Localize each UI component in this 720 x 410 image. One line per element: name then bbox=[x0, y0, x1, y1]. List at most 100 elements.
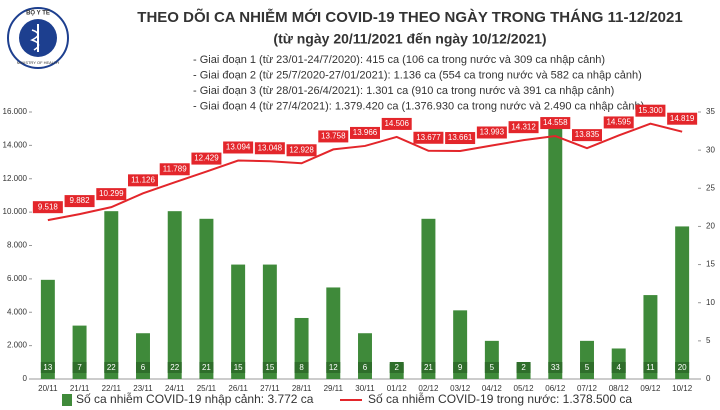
y2-tick-label: 0 bbox=[706, 374, 711, 383]
y2-tick-label: 5 bbox=[706, 336, 711, 345]
x-tick-label: 09/12 bbox=[640, 384, 661, 393]
y2-tick-label: 10 bbox=[706, 298, 715, 307]
value-label-box bbox=[64, 195, 95, 208]
y2-tick-label: 30 bbox=[706, 145, 715, 154]
legend-label: Số ca nhiễm COVID-19 nhập cảnh: 3.772 ca bbox=[76, 391, 314, 406]
logo-bottom: MINISTRY OF HEALTH bbox=[17, 60, 59, 65]
x-tick-label: 30/11 bbox=[355, 384, 375, 393]
line bbox=[47, 122, 683, 222]
value-label-box bbox=[572, 129, 602, 142]
bar-label: 20 bbox=[678, 363, 687, 372]
annotation: - Giai đoạn 2 (từ 25/7/2020-27/01/2021):… bbox=[193, 69, 642, 81]
y-tick-label: 0 bbox=[23, 374, 28, 383]
bar-label-box bbox=[611, 362, 626, 373]
y-tick-label: 2.000 bbox=[7, 341, 28, 350]
value-label-box bbox=[191, 152, 222, 165]
legend-swatch bbox=[62, 394, 72, 406]
x-tick-label: 03/12 bbox=[450, 384, 471, 393]
logo-snake bbox=[30, 29, 40, 51]
x-tick-label: 01/12 bbox=[387, 384, 408, 393]
bar-label-box bbox=[72, 362, 87, 373]
value-label-box bbox=[445, 132, 476, 145]
value-label: 14.819 bbox=[670, 114, 695, 123]
value-label: 15.300 bbox=[638, 106, 663, 115]
bar-label-box bbox=[262, 362, 277, 373]
value-label-box bbox=[223, 141, 254, 154]
bar-label: 2 bbox=[521, 363, 526, 372]
bar bbox=[167, 211, 182, 379]
x-tick-label: 23/11 bbox=[133, 384, 153, 393]
x-tick-label: 22/11 bbox=[102, 384, 122, 393]
bar-label-box bbox=[199, 362, 214, 373]
logo: BỘ Y TẾ MINISTRY OF HEALTH bbox=[7, 7, 69, 69]
y-tick-label: 14.000 bbox=[3, 140, 28, 149]
value-label: 13.835 bbox=[575, 130, 600, 139]
value-label: 9.518 bbox=[38, 202, 59, 211]
bar bbox=[453, 310, 468, 379]
bar-label: 8 bbox=[299, 363, 304, 372]
bar-label: 11 bbox=[646, 363, 655, 372]
bar-label-box bbox=[643, 362, 658, 373]
value-label: 14.312 bbox=[511, 122, 536, 131]
bar-label: 6 bbox=[363, 363, 368, 372]
bar-label-box bbox=[453, 362, 468, 373]
bar bbox=[580, 340, 594, 379]
legend-label: Số ca nhiễm COVID-19 trong nước: 1.378.5… bbox=[368, 391, 632, 406]
value-label-box bbox=[603, 116, 634, 129]
bar bbox=[643, 295, 658, 379]
x-tick-label: 25/11 bbox=[197, 384, 217, 393]
bar bbox=[421, 218, 436, 379]
value-label-box bbox=[254, 142, 285, 155]
value-label: 13.966 bbox=[353, 128, 378, 137]
x-tick-label: 05/12 bbox=[514, 384, 535, 393]
value-label-box bbox=[350, 126, 380, 139]
x-tick-label: 28/11 bbox=[292, 384, 312, 393]
value-label: 14.506 bbox=[384, 119, 409, 128]
bar-label: 7 bbox=[77, 363, 82, 372]
x-tick-label: 21/11 bbox=[70, 384, 90, 393]
bar bbox=[40, 279, 55, 379]
bar-label-box bbox=[326, 362, 341, 373]
bar-label: 2 bbox=[394, 363, 399, 372]
bar bbox=[262, 264, 277, 379]
value-label-box bbox=[508, 121, 539, 134]
bar bbox=[548, 127, 563, 379]
bar-label-box bbox=[580, 362, 594, 373]
x-tick-label: 06/12 bbox=[545, 384, 566, 393]
bar-label-box bbox=[231, 362, 246, 373]
value-label-box bbox=[159, 163, 190, 176]
x-tick-label: 24/11 bbox=[165, 384, 185, 393]
value-label: 13.661 bbox=[448, 133, 473, 142]
bar-label-box bbox=[389, 362, 404, 373]
value-label: 13.758 bbox=[321, 132, 346, 141]
annotation: - Giai đoạn 3 (từ 28/01-26/4/2021): 1.30… bbox=[193, 85, 614, 97]
y-tick-label: 16.000 bbox=[3, 107, 28, 116]
value-label: 13.048 bbox=[258, 143, 283, 152]
annotation: - Giai đoạn 4 (từ 27/4/2021): 1.379.420 … bbox=[193, 100, 644, 112]
bar-label: 21 bbox=[424, 363, 433, 372]
bar-label: 22 bbox=[170, 363, 179, 372]
y-tick-label: 4.000 bbox=[7, 307, 28, 316]
bar bbox=[484, 340, 499, 379]
bar-label: 9 bbox=[458, 363, 463, 372]
bar bbox=[675, 226, 690, 379]
bar bbox=[104, 211, 119, 379]
bar bbox=[231, 264, 246, 379]
x-tick-label: 27/11 bbox=[260, 384, 280, 393]
value-label: 9.882 bbox=[70, 196, 91, 205]
x-tick-label: 20/11 bbox=[38, 384, 58, 393]
bar-label: 15 bbox=[265, 363, 274, 372]
x-tick-label: 07/12 bbox=[577, 384, 598, 393]
value-label-box bbox=[667, 112, 698, 125]
value-label: 14.558 bbox=[543, 118, 568, 127]
y2-tick-label: 15 bbox=[706, 260, 715, 269]
bar bbox=[326, 287, 341, 379]
x-tick-label: 10/12 bbox=[672, 384, 693, 393]
value-label: 14.595 bbox=[606, 118, 631, 127]
value-label-box bbox=[540, 117, 571, 130]
bar-label: 6 bbox=[141, 363, 146, 372]
chart-subtitle: (từ ngày 20/11/2021 đến ngày 10/12/2021) bbox=[273, 31, 546, 47]
x-tick-label: 02/12 bbox=[418, 384, 439, 393]
y-tick-label: 6.000 bbox=[7, 274, 28, 283]
bar-label-box bbox=[40, 362, 55, 373]
